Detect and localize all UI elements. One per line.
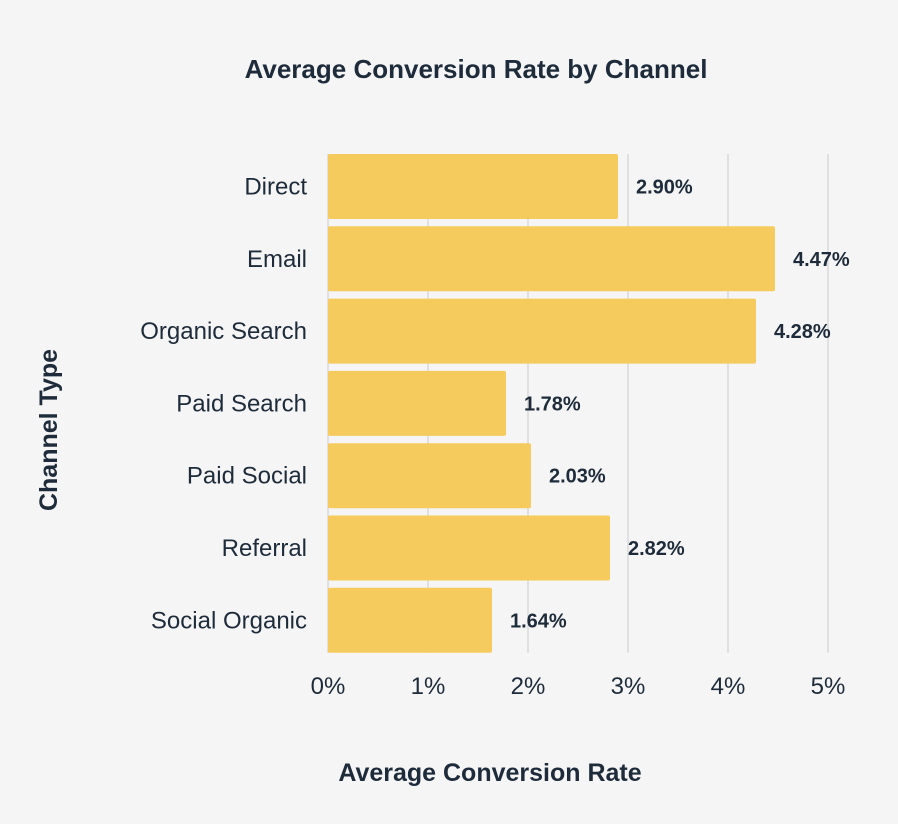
bar-paid-social <box>328 443 531 509</box>
x-tick-label: 0% <box>311 673 346 700</box>
category-label: Organic Search <box>140 318 307 345</box>
bar-paid-search <box>328 370 506 436</box>
bar-direct <box>328 154 618 219</box>
category-label: Referral <box>222 535 307 562</box>
x-tick-label: 2% <box>511 673 546 700</box>
y-axis-title: Channel Type <box>35 349 63 511</box>
x-tick-label: 5% <box>811 673 846 700</box>
category-label: Paid Search <box>176 390 307 417</box>
bar-social-organic <box>328 587 492 653</box>
value-label: 4.47% <box>793 249 850 271</box>
value-label: 1.64% <box>510 610 567 632</box>
category-label: Direct <box>244 174 307 201</box>
category-label: Social Organic <box>151 607 307 634</box>
value-label: 4.28% <box>774 321 831 343</box>
value-label: 1.78% <box>524 393 581 415</box>
category-label: Email <box>247 246 307 273</box>
bar-organic-search <box>328 298 756 364</box>
value-label: 2.03% <box>549 466 606 488</box>
bar-referral <box>328 515 610 581</box>
category-labels: Direct Email Organic Search Paid Search Paid… <box>140 174 307 635</box>
x-tick-label: 3% <box>611 673 646 700</box>
bar-email <box>328 226 775 292</box>
bars <box>328 154 775 653</box>
x-axis-title: Average Conversion Rate <box>338 759 641 787</box>
x-tick-labels: 0% 1% 2% 3% 4% 5% <box>311 673 846 700</box>
category-label: Paid Social <box>187 463 307 490</box>
chart-title: Average Conversion Rate by Channel <box>245 54 708 84</box>
value-labels: 2.90% 4.47% 4.28% 1.78% 2.03% 2.82% 1.64% <box>510 177 850 633</box>
value-label: 2.90% <box>636 177 693 199</box>
x-tick-label: 4% <box>711 673 746 700</box>
x-tick-label: 1% <box>411 673 446 700</box>
value-label: 2.82% <box>628 538 685 560</box>
